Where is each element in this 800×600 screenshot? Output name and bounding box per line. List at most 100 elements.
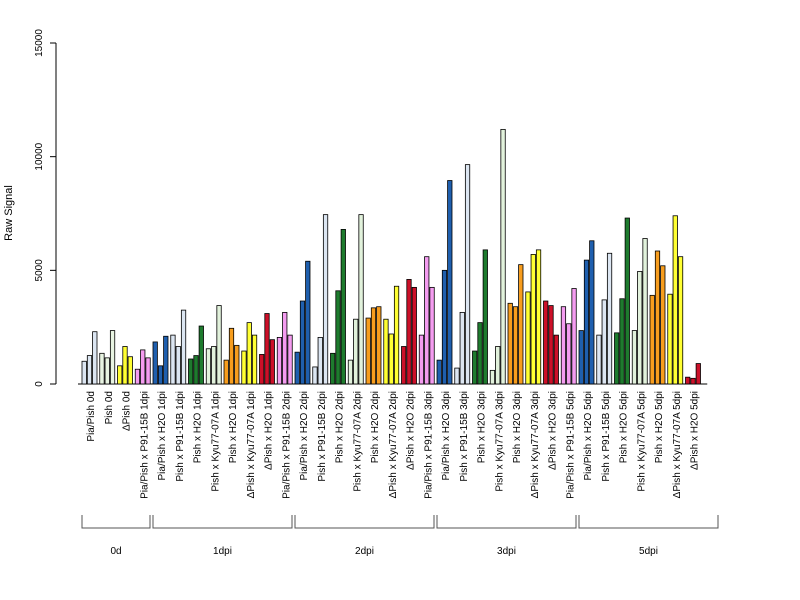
bar [134,368,141,385]
bar [583,259,590,385]
bar [495,346,501,385]
bar [667,293,673,385]
bar [353,318,359,385]
bar-group [383,285,400,385]
bar-group [276,311,293,385]
bar [127,356,133,385]
x-tick-label: Pia/Pish x H2O 5dpi [583,391,594,481]
bar [193,355,199,385]
bar-group [170,309,187,385]
bar-group [259,313,275,385]
bar [401,346,407,385]
bar [370,307,377,385]
bar [358,214,364,385]
bar-group [347,214,364,385]
bar-group [614,217,630,385]
bar-group [578,240,595,385]
bar-group [241,322,258,385]
x-tick-label: ΔPish x H2O 2dpi [406,391,417,470]
bar-group [401,279,417,385]
bar [335,290,341,385]
bar [259,354,265,385]
bar [282,311,288,385]
bar [152,341,158,385]
bar-group [596,252,613,385]
group-bracket [81,515,151,529]
bar [305,260,311,385]
bar [157,365,164,385]
x-tick-label: Pish x Kyu77-07A 5dpi [636,391,647,492]
bar [619,298,625,385]
bar-group [294,260,311,385]
bar [241,350,247,385]
group-bracket [578,515,719,529]
bar [188,358,194,385]
bar-group [81,331,98,385]
x-tick-label: Pia/Pish x H2O 2dpi [299,391,310,481]
bar [246,322,252,385]
x-tick-label: ΔPish x H2O 5dpi [690,391,701,470]
bar [614,332,620,385]
bar [198,325,204,385]
y-axis-label: Raw Signal [3,185,15,241]
bar [690,377,696,385]
bar-group [489,128,506,385]
bars [81,128,701,385]
bar [294,351,300,385]
bar [180,309,187,385]
bar [459,311,465,385]
bar-group [330,229,346,385]
bar-group [667,215,684,385]
group-brackets: 0d 1dpi 2dpi 3dpi 5dpi [81,515,719,557]
x-tick-label: Pish x H2O 2dpi [370,391,381,463]
bar [287,334,293,385]
bar [223,359,229,385]
x-tick-label: Pish x P91-15B 3dpi [459,391,470,482]
bar [299,300,306,385]
bar [411,286,417,385]
x-tick-labels: Pia/Pish 0d Pish 0d ΔPish 0d Pia/Pish x P91… [86,391,701,499]
x-tick-label: Pish x H2O 1dpi [228,391,239,463]
bar [543,300,549,385]
bar [264,313,270,385]
x-tick-label: Pia/Pish x P91-15B 5dpi [565,391,576,499]
bar [500,128,506,385]
x-tick-label: Pia/Pish 0d [86,391,97,442]
bar [104,357,110,385]
bar [92,331,98,385]
bar [312,366,318,385]
bar [518,264,524,385]
bar [464,164,471,385]
bar [205,348,212,385]
x-tick-label: Pia/Pish x H2O 3dpi [441,391,452,481]
bar-group [188,325,204,385]
bar [117,365,123,385]
bar [163,335,169,385]
y-axis: 0 5000 10000 15000 [34,29,57,387]
x-tick-label: Pish 0d [104,391,115,424]
bar [393,285,400,385]
bar-group [543,300,559,385]
bar [122,346,128,385]
bar-group [117,346,133,385]
bar [330,352,336,385]
bar [441,269,448,385]
x-tick-label: Pia/Pish x H2O 1dpi [157,391,168,481]
bar [507,302,513,385]
bar-group [507,264,524,385]
bar-group [223,327,240,385]
bar [489,369,496,385]
bar-group [152,335,169,385]
bar-group [472,249,488,385]
bar [436,359,442,385]
bar [672,215,678,385]
bar-group [436,180,453,385]
bar [578,330,584,385]
bar [566,323,572,385]
bar [99,352,105,385]
x-tick-label: Pia/Pish x P91-15B 3dpi [423,391,434,499]
bar [530,254,536,385]
bar [269,339,275,385]
bar [606,252,613,385]
group-label: 5dpi [639,546,658,557]
